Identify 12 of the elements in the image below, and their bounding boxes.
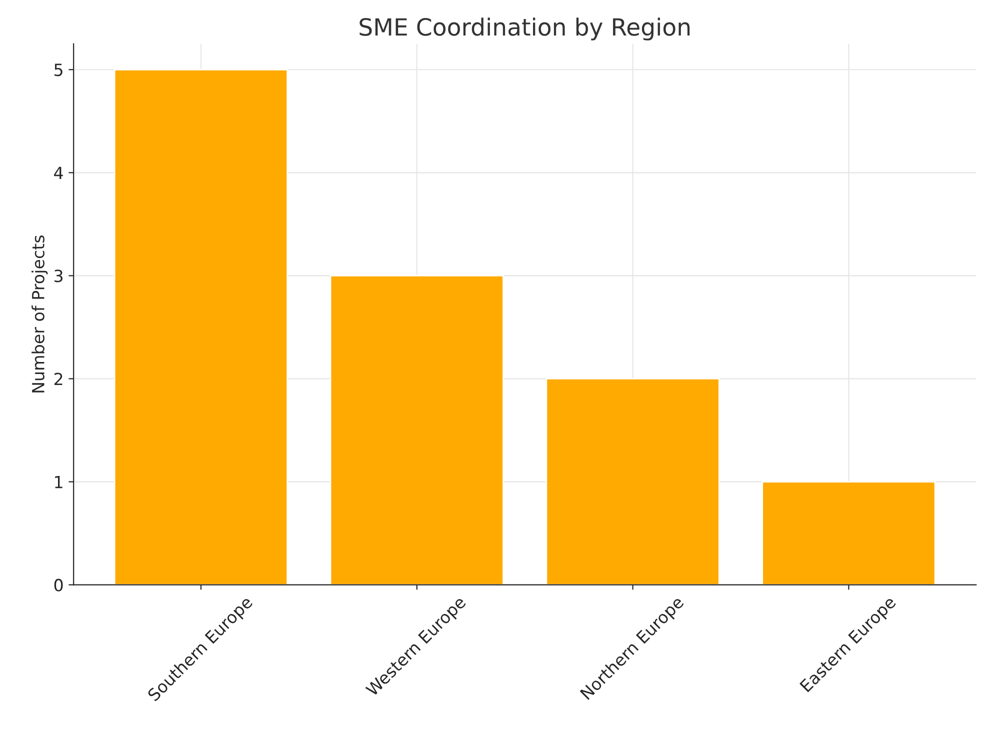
y-tick-label: 0 — [54, 578, 63, 592]
y-tick-label: 4 — [54, 166, 63, 179]
bar — [546, 378, 720, 585]
bar — [330, 274, 504, 585]
y-tick-label: 1 — [55, 476, 62, 488]
y-tick-label: 5 — [54, 64, 62, 76]
chart-title: SME Coordination by Region — [360, 18, 690, 40]
bar — [114, 68, 288, 585]
y-tick-label: 2 — [54, 372, 62, 386]
y-tick-label: 3 — [54, 270, 63, 282]
bar — [762, 481, 936, 585]
y-axis-title: Number of Projects — [32, 235, 48, 392]
